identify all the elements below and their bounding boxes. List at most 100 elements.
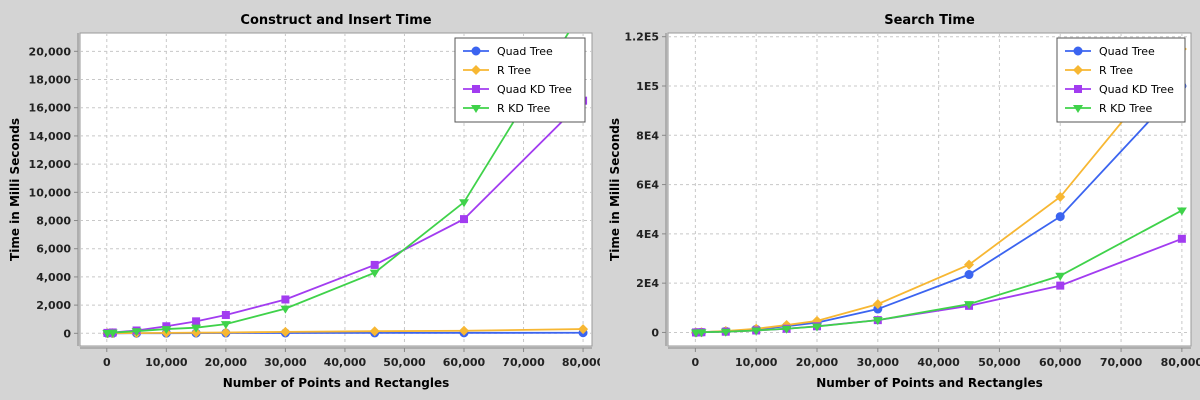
series-line-r-tree [107,328,584,335]
legend-marker-r-kd-tree [1073,105,1083,113]
search-time-chart: Search Time 0 10,000 20,000 30,000 40,000 50,0… [608,13,1200,390]
data-point-r-kd-tree [161,326,172,335]
legend-marker-quad-tree [471,46,481,56]
y-tick-label: 4E4 [636,228,659,241]
data-point-r-kd-tree [1176,207,1187,216]
data-point-quad-kd-tree [1177,234,1186,243]
data-point-r-kd-tree [191,324,202,333]
legend: Quad Tree R Tree Quad KD Tree R KD Tree [454,37,586,123]
data-point-r-kd-tree [872,317,883,326]
x-tick-label: 30,000 [857,356,900,369]
data-point-r-kd-tree [369,269,380,278]
y-tick-label: 14,000 [29,130,72,143]
data-point-r-kd-tree [131,328,142,337]
data-point-quad-kd-tree [460,215,468,224]
legend-label-quad-tree: Quad Tree [497,45,553,58]
legend-label-r-tree: R Tree [497,64,531,77]
legend-marker-r-tree [1073,65,1083,75]
x-tick-label: 50,000 [383,356,426,369]
y-tick-label: 6E4 [636,179,659,192]
data-point-r-kd-tree [280,305,291,314]
legend-label-quad-kd-tree: Quad KD Tree [1099,83,1174,96]
legend-marker-quad-tree [1073,46,1083,56]
data-point-r-kd-tree [964,301,975,310]
x-tick-label: 70,000 [502,356,545,369]
y-tick-label: 6,000 [36,243,71,256]
x-tick-label: 80,000 [562,356,600,369]
x-tick-label: 20,000 [796,356,839,369]
data-point-quad-kd-tree [1056,281,1065,290]
data-point-r-tree [1055,191,1066,202]
data-point-r-kd-tree [696,329,707,338]
data-point-r-tree [191,327,202,338]
chart-title: Construct and Insert Time [240,13,431,28]
y-tick-label: 10,000 [29,186,72,199]
data-point-r-kd-tree [751,327,762,336]
y-tick-label: 8E4 [636,129,659,142]
y-tick-label: 2,000 [36,299,71,312]
series-line-r-kd-tree [695,209,1183,334]
x-axis-label: Number of Points and Rectangles [223,376,450,390]
legend-label-r-tree: R Tree [1099,64,1133,77]
legend-label-quad-tree: Quad Tree [1099,45,1155,58]
legend-marker-r-kd-tree [471,105,481,113]
data-point-r-kd-tree [578,6,588,14]
x-tick-label: 60,000 [1039,356,1082,369]
data-point-quad-tree [964,270,974,280]
x-tick-label: 30,000 [264,356,307,369]
legend-marker-quad-kd-tree [472,85,480,93]
x-tick-label: 0 [103,356,111,369]
y-tick-label: 4,000 [36,271,71,284]
data-point-r-kd-tree [781,325,792,334]
series-group [690,44,1187,338]
data-point-quad-tree [1055,212,1065,222]
series-group [102,6,589,339]
legend-label-r-kd-tree: R KD Tree [497,102,550,115]
data-point-r-kd-tree [720,328,731,337]
x-tick-label: 70,000 [1100,356,1143,369]
legend-label-r-kd-tree: R KD Tree [1099,102,1152,115]
x-tick-label: 10,000 [145,356,188,369]
y-tick-label: 1E5 [636,80,659,93]
x-tick-label: 60,000 [443,356,486,369]
x-tick-label: 0 [692,356,700,369]
data-point-r-kd-tree [107,329,118,338]
y-tick-label: 2E4 [636,277,659,290]
data-point-quad-kd-tree [370,260,379,269]
y-tick-label: 18,000 [29,74,72,87]
y-tick-label: 8,000 [36,215,71,228]
x-tick-label: 10,000 [735,356,778,369]
data-point-r-tree [578,324,589,335]
data-point-r-tree [964,259,975,270]
data-point-r-kd-tree [811,323,822,332]
y-axis-label: Time in Milli Seconds [8,118,22,261]
data-point-r-kd-tree [1055,272,1066,281]
x-tick-label: 80,000 [1161,356,1200,369]
x-tick-label: 20,000 [205,356,248,369]
chart-title: Search Time [884,13,975,28]
data-point-r-tree [369,326,380,337]
data-point-r-kd-tree [220,321,231,330]
data-point-r-tree [459,325,469,336]
y-tick-label: 1.2E5 [624,31,659,44]
legend-label-quad-kd-tree: Quad KD Tree [497,83,572,96]
legend-marker-r-tree [471,65,481,75]
x-tick-label: 40,000 [324,356,367,369]
x-tick-label: 50,000 [978,356,1021,369]
y-tick-label: 12,000 [29,158,72,171]
legend-marker-quad-kd-tree [1074,85,1082,93]
x-tick-label: 40,000 [917,356,960,369]
data-point-quad-kd-tree [221,310,230,319]
y-tick-label: 20,000 [29,45,72,58]
y-axis-label: Time in Milli Seconds [608,118,622,261]
legend: Quad Tree R Tree Quad KD Tree R KD Tree [1056,37,1186,123]
data-point-quad-kd-tree [192,317,201,326]
data-point-r-tree [872,299,883,310]
y-tick-label: 0 [651,326,659,339]
y-tick-label: 0 [63,327,71,340]
y-tick-label: 16,000 [29,102,72,115]
data-point-quad-kd-tree [281,295,290,304]
construct-insert-chart: Construct and Insert Time 0 10,000 20,000 30… [8,6,600,390]
data-point-r-kd-tree [459,199,469,208]
